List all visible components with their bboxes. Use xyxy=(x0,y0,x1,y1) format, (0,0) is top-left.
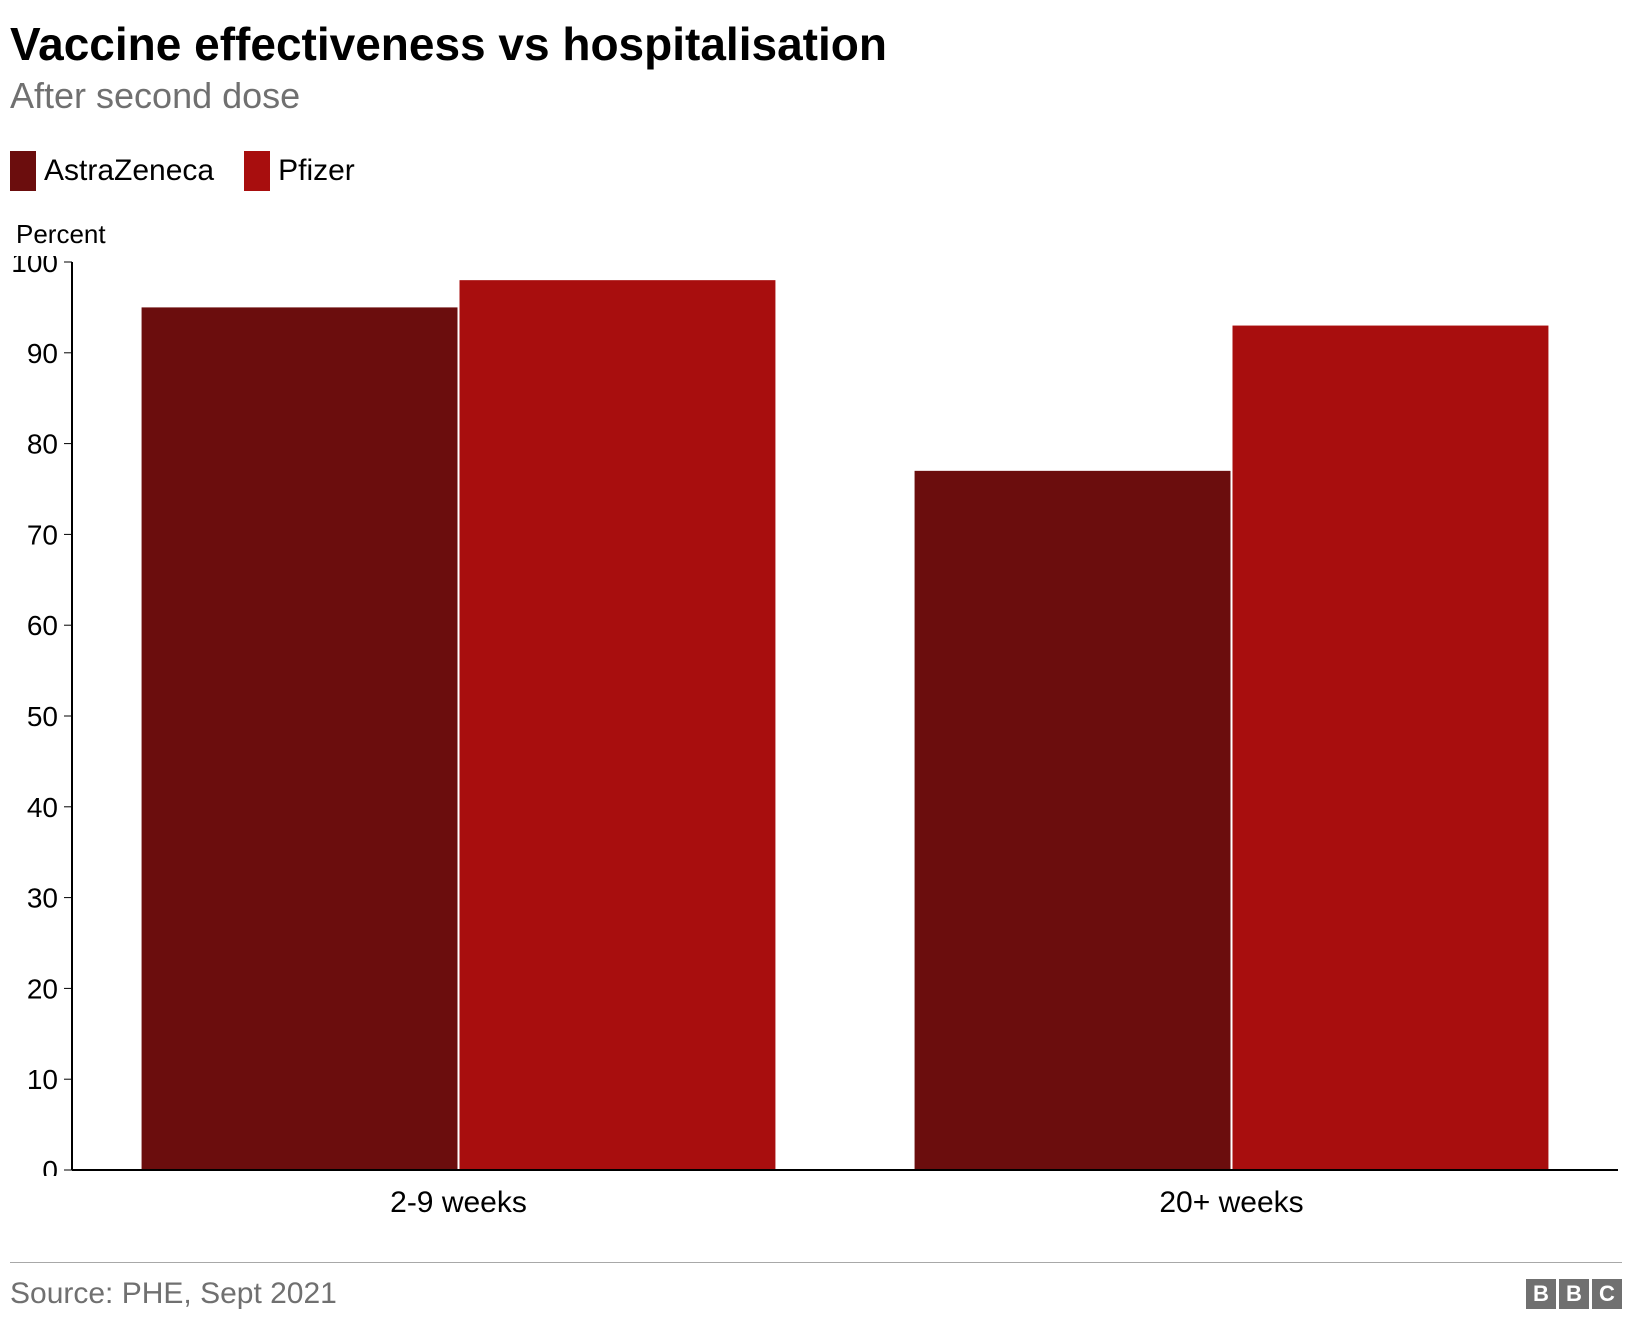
y-tick-label: 20 xyxy=(27,973,58,1004)
y-tick-label: 80 xyxy=(27,428,58,459)
legend-swatch xyxy=(244,151,270,191)
legend-swatch xyxy=(10,151,36,191)
y-tick-label: 30 xyxy=(27,882,58,913)
bar xyxy=(915,471,1231,1170)
source-text: Source: PHE, Sept 2021 xyxy=(10,1277,337,1311)
bar xyxy=(1233,325,1549,1169)
legend-item-astrazeneca: AstraZeneca xyxy=(10,151,214,191)
y-tick-label: 10 xyxy=(27,1064,58,1095)
legend-label: Pfizer xyxy=(278,154,355,188)
y-tick-label: 50 xyxy=(27,701,58,732)
bbc-logo-letter: B xyxy=(1526,1279,1556,1309)
bbc-logo: B B C xyxy=(1526,1279,1622,1309)
y-tick-label: 100 xyxy=(11,256,58,278)
chart-footer: Source: PHE, Sept 2021 B B C xyxy=(10,1262,1622,1311)
bar-chart: 0 10 20 30 40 50 60 70 80 90 100 xyxy=(10,256,1620,1176)
y-tick-label: 60 xyxy=(27,610,58,641)
x-category-label: 20+ weeks xyxy=(1159,1186,1303,1220)
bar xyxy=(460,280,776,1170)
chart-title: Vaccine effectiveness vs hospitalisation xyxy=(10,18,1622,71)
legend-item-pfizer: Pfizer xyxy=(244,151,355,191)
x-axis-categories: 2-9 weeks 20+ weeks xyxy=(10,1186,1622,1236)
x-category-label: 2-9 weeks xyxy=(390,1186,527,1220)
y-axis-title: Percent xyxy=(16,219,1622,250)
bbc-logo-letter: C xyxy=(1592,1279,1622,1309)
bbc-logo-letter: B xyxy=(1559,1279,1589,1309)
legend: AstraZeneca Pfizer xyxy=(10,151,1622,191)
y-tick-label: 40 xyxy=(27,792,58,823)
y-tick-label: 0 xyxy=(42,1155,58,1176)
chart-subtitle: After second dose xyxy=(10,75,1622,117)
legend-label: AstraZeneca xyxy=(44,154,214,188)
y-tick-label: 70 xyxy=(27,519,58,550)
y-tick-label: 90 xyxy=(27,338,58,369)
bar xyxy=(142,307,458,1170)
chart-area: 0 10 20 30 40 50 60 70 80 90 100 xyxy=(10,256,1622,1176)
